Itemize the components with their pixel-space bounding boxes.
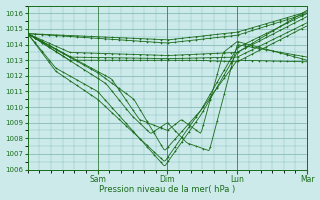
X-axis label: Pression niveau de la mer( hPa ): Pression niveau de la mer( hPa ) xyxy=(99,185,236,194)
